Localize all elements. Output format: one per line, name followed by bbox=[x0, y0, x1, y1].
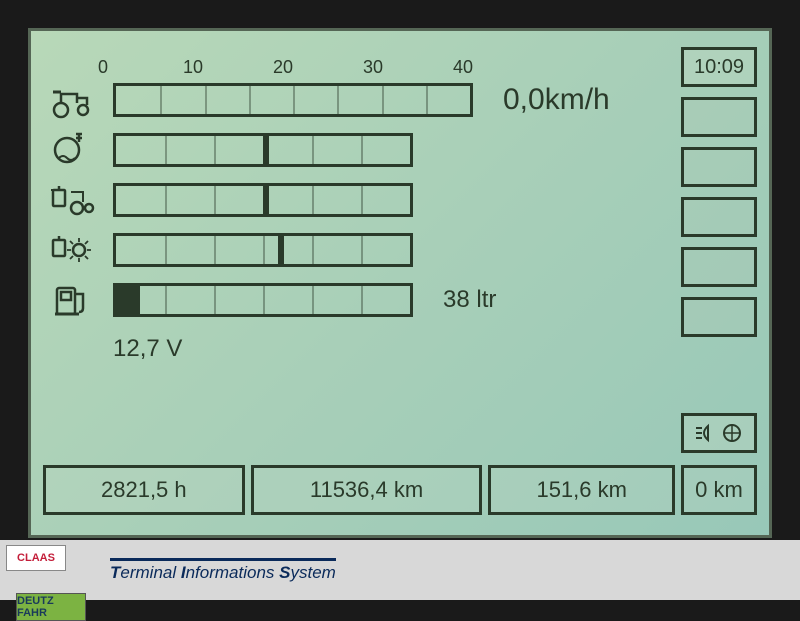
side-buttons: 10:09 bbox=[681, 43, 757, 453]
tractor-speed-icon bbox=[43, 79, 103, 121]
speed-value: 0,0km/h bbox=[503, 83, 610, 117]
engine-hours-cell[interactable]: 2821,5 h bbox=[43, 465, 245, 515]
trans-oil-bar bbox=[113, 183, 413, 217]
light-indicator-button[interactable] bbox=[681, 413, 757, 453]
terminal-screen: 0 10 20 30 40 0,0km/h bbox=[28, 28, 772, 538]
reset-km-cell[interactable]: 0 km bbox=[681, 465, 757, 515]
scale-tick-label: 20 bbox=[273, 57, 293, 78]
scale-tick-label: 30 bbox=[363, 57, 383, 78]
side-button-2[interactable] bbox=[681, 97, 757, 137]
light-indicator-icon bbox=[694, 420, 744, 446]
coolant-temp-icon bbox=[43, 129, 103, 171]
fuel-pump-icon bbox=[43, 279, 103, 321]
scale-tick-label: 40 bbox=[453, 57, 473, 78]
bottom-row: 2821,5 h 11536,4 km 151,6 km 0 km bbox=[43, 465, 757, 515]
speed-scale: 0 10 20 30 40 bbox=[43, 43, 671, 71]
side-button-3[interactable] bbox=[681, 147, 757, 187]
hyd-oil-bar bbox=[113, 233, 413, 267]
total-km-cell[interactable]: 11536,4 km bbox=[251, 465, 483, 515]
claas-badge: CLAAS bbox=[6, 545, 66, 571]
speed-bar bbox=[113, 83, 473, 117]
coolant-temp-bar bbox=[113, 133, 413, 167]
scale-tick-label: 10 bbox=[183, 57, 203, 78]
transmission-oil-icon bbox=[43, 179, 103, 221]
side-button-5[interactable] bbox=[681, 247, 757, 287]
hydraulic-oil-icon bbox=[43, 229, 103, 271]
trans-oil-row bbox=[43, 175, 671, 225]
gauges-column: 0 10 20 30 40 0,0km/h bbox=[43, 43, 671, 453]
deutz-fahr-badge: DEUTZ FAHR bbox=[16, 593, 86, 621]
side-button-6[interactable] bbox=[681, 297, 757, 337]
trip-km-cell[interactable]: 151,6 km bbox=[488, 465, 675, 515]
main-area: 0 10 20 30 40 0,0km/h bbox=[43, 43, 757, 453]
coolant-temp-row bbox=[43, 125, 671, 175]
voltage-value: 12,7 V bbox=[43, 325, 671, 363]
side-button-4[interactable] bbox=[681, 197, 757, 237]
footer-bar: CLAAS DEUTZ FAHR Terminal Informations S… bbox=[0, 540, 800, 600]
clock-button[interactable]: 10:09 bbox=[681, 47, 757, 87]
fuel-row: 38 ltr bbox=[43, 275, 671, 325]
hyd-oil-row bbox=[43, 225, 671, 275]
fuel-bar bbox=[113, 283, 413, 317]
scale-tick-label: 0 bbox=[98, 57, 108, 78]
fuel-value: 38 ltr bbox=[443, 286, 496, 314]
speed-row: 0,0km/h bbox=[43, 75, 671, 125]
footer-title: Terminal Informations System bbox=[110, 558, 336, 583]
